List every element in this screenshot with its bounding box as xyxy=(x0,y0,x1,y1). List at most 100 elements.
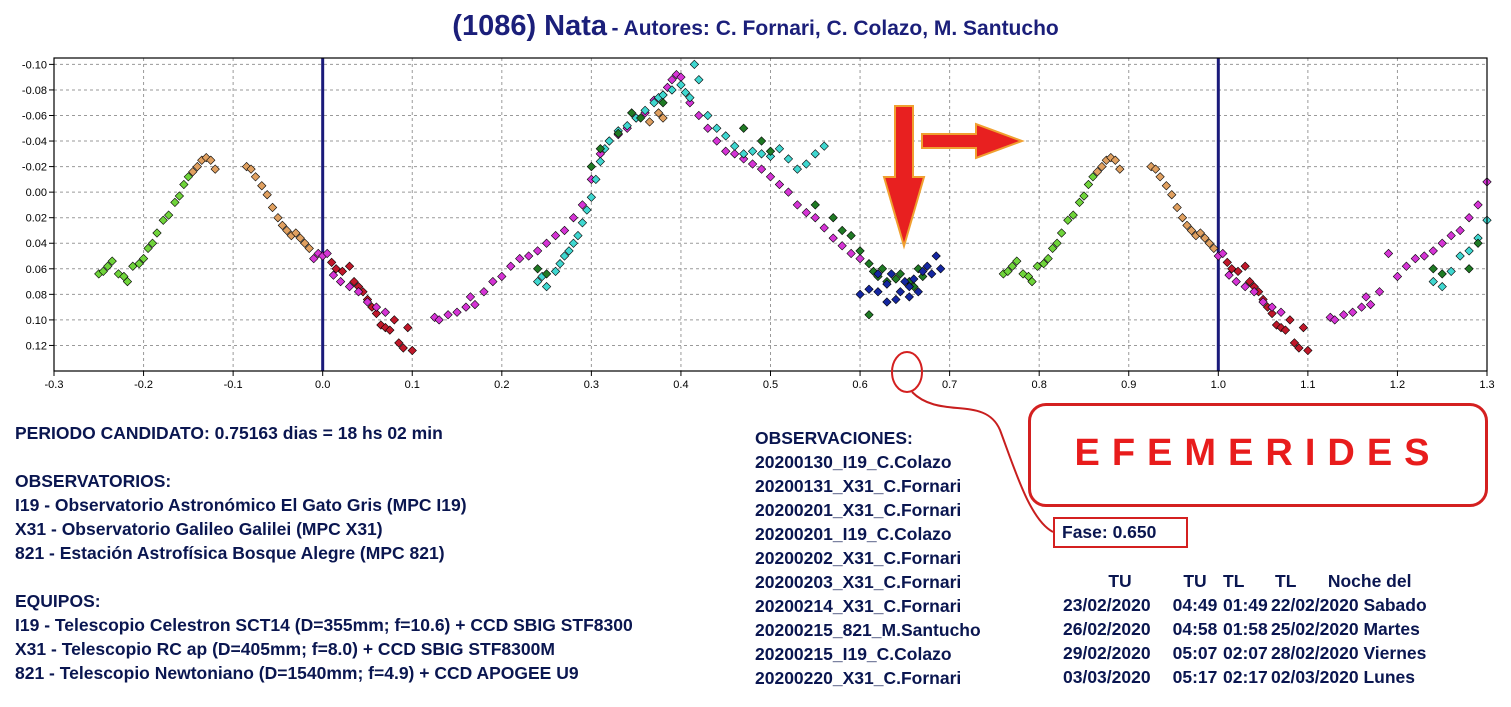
cell-noche: 22/02/2020 Sabado xyxy=(1271,594,1427,615)
data-point xyxy=(1240,282,1250,292)
data-point xyxy=(250,172,261,182)
y-tick-label: 0.06 xyxy=(26,264,47,276)
data-point xyxy=(1079,191,1089,201)
data-point xyxy=(918,271,928,282)
x-tick-label: 0.4 xyxy=(673,379,688,391)
cell-date: 29/02/2020 xyxy=(1063,642,1151,663)
data-point xyxy=(262,190,272,200)
data-point xyxy=(497,271,507,282)
data-point xyxy=(895,269,905,279)
data-point xyxy=(828,233,838,243)
data-point xyxy=(918,266,928,276)
ephemeris-row: 03/03/2020 05:17 02:17 02/03/2020 Lunes xyxy=(1063,665,1495,689)
data-point xyxy=(179,179,189,190)
data-point xyxy=(267,202,278,213)
down-arrow-icon xyxy=(882,105,926,250)
data-point xyxy=(282,225,292,236)
data-point xyxy=(1224,270,1234,280)
data-point xyxy=(1473,238,1483,248)
data-point xyxy=(1303,345,1313,356)
data-point xyxy=(515,253,525,264)
data-point xyxy=(873,269,883,279)
data-point xyxy=(1267,302,1277,312)
ephemeris-row: 23/02/2020 04:49 01:49 22/02/2020 Sabado xyxy=(1063,593,1495,617)
data-point xyxy=(913,287,923,297)
data-point xyxy=(694,110,704,121)
efemerides-box xyxy=(1028,403,1488,507)
equipo-item: X31 - Telescopio RC ap (D=405mm; f=8.0) … xyxy=(15,639,555,659)
data-point xyxy=(337,266,348,276)
y-tick-label: 0.10 xyxy=(26,315,47,327)
x-tick-label: -0.3 xyxy=(45,379,64,391)
data-point xyxy=(1330,315,1340,325)
data-point xyxy=(1464,213,1474,223)
data-point xyxy=(300,238,310,248)
observaciones-title: OBSERVACIONES: xyxy=(755,428,913,448)
data-point xyxy=(900,276,910,287)
data-point xyxy=(671,69,682,80)
data-point xyxy=(335,276,346,287)
data-point xyxy=(1167,190,1177,200)
data-point xyxy=(1428,276,1438,287)
cell-date: 03/03/2020 xyxy=(1063,666,1151,687)
data-point xyxy=(152,228,162,238)
data-point xyxy=(586,192,596,202)
y-tick-label: 0.12 xyxy=(26,340,47,352)
data-point xyxy=(810,213,820,223)
data-point xyxy=(1245,276,1255,287)
observatorios-section: OBSERVATORIOS: I19 - Observatorio Astron… xyxy=(15,469,467,565)
data-point xyxy=(1280,325,1291,335)
observacion-item: 20200201_I19_C.Colazo xyxy=(755,524,952,544)
cell-tu: 04:49 xyxy=(1172,594,1218,615)
data-point xyxy=(1401,261,1412,271)
data-point xyxy=(398,343,408,353)
data-point xyxy=(353,287,364,297)
data-point xyxy=(922,261,932,271)
col-header-tl: TL xyxy=(1223,570,1245,591)
observacion-item: 20200203_X31_C.Fornari xyxy=(755,572,962,592)
data-point xyxy=(1222,257,1232,268)
y-tick-label: 0.04 xyxy=(26,238,47,250)
data-point xyxy=(371,308,382,319)
data-point xyxy=(747,146,758,156)
data-point xyxy=(559,225,570,236)
data-point xyxy=(1047,243,1058,253)
ephemeris-table: TU TU TL TL Noche del 23/02/2020 04:49 0… xyxy=(1063,569,1495,689)
y-tick-label: -0.08 xyxy=(22,85,47,97)
data-point xyxy=(573,230,583,241)
data-point xyxy=(765,146,776,156)
observacion-item: 20200130_I19_C.Colazo xyxy=(755,452,952,472)
data-point xyxy=(792,164,802,174)
data-point xyxy=(846,248,856,259)
data-point xyxy=(649,98,659,108)
data-point xyxy=(792,200,802,210)
data-point xyxy=(206,155,216,165)
data-point xyxy=(1150,164,1161,174)
data-point xyxy=(1289,338,1300,348)
authors: - Autores: C. Fornari, C. Colazo, M. San… xyxy=(611,17,1059,40)
data-point xyxy=(1068,210,1078,220)
data-point xyxy=(192,161,202,172)
x-tick-label: -0.1 xyxy=(224,379,243,391)
data-point xyxy=(465,292,476,302)
data-point xyxy=(143,243,153,253)
observaciones-section: OBSERVACIONES: 20200130_I19_C.Colazo 202… xyxy=(755,426,981,690)
x-tick-label: 0.7 xyxy=(942,379,957,391)
data-point xyxy=(1003,266,1013,276)
data-point xyxy=(1437,238,1447,248)
data-point xyxy=(1419,251,1429,261)
data-point xyxy=(210,164,220,174)
data-point xyxy=(864,259,874,269)
data-point xyxy=(1249,287,1259,297)
data-point xyxy=(385,325,395,335)
data-point xyxy=(810,149,820,159)
data-point xyxy=(1012,256,1022,266)
data-point xyxy=(1240,261,1250,271)
data-point xyxy=(1361,292,1371,302)
data-point xyxy=(685,92,695,103)
data-point xyxy=(1063,215,1073,225)
data-point xyxy=(550,230,561,241)
data-point xyxy=(488,276,498,287)
data-point xyxy=(855,253,865,264)
